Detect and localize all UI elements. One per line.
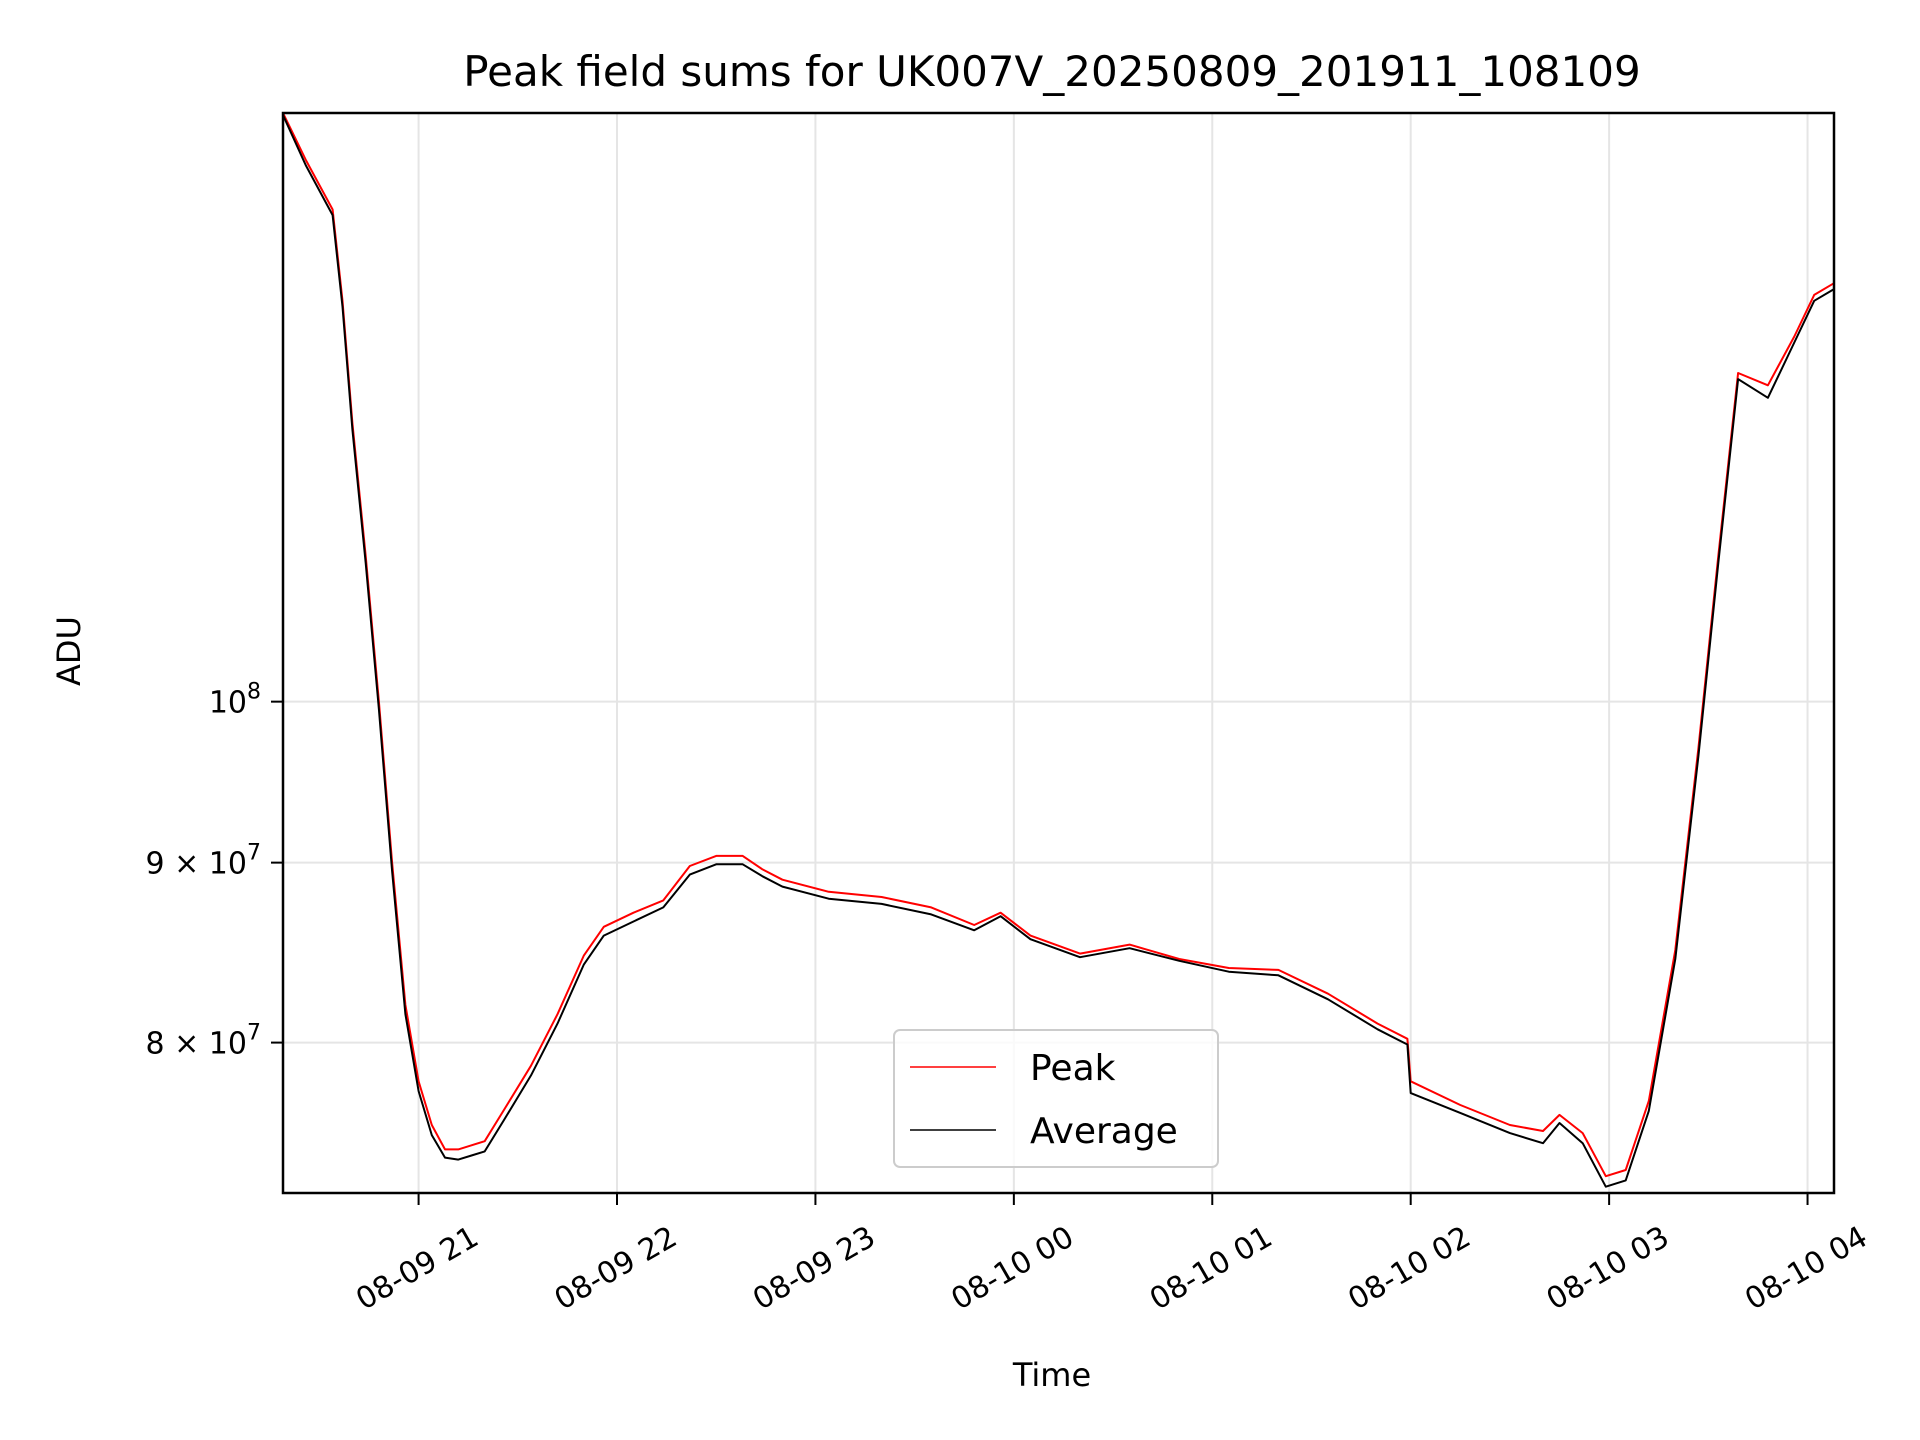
y-axis-label: ADU <box>50 616 88 686</box>
y-axis: 8 × 107 9 × 107 108 <box>146 680 283 1062</box>
series-line-average <box>282 114 1835 1188</box>
plot-frame <box>281 111 1836 1195</box>
y-tick-label: 108 <box>209 680 261 721</box>
chart-title: Peak field sums for UK007V_20250809_2019… <box>463 47 1640 96</box>
series-line-peak <box>282 112 1835 1178</box>
legend: Peak Average <box>893 1029 1219 1168</box>
legend-label-peak: Peak <box>1030 1048 1116 1089</box>
y-tick-label: 9 × 107 <box>146 841 261 882</box>
y-tick-label: 8 × 107 <box>146 1021 261 1062</box>
legend-label-average: Average <box>1030 1111 1178 1152</box>
series-layer <box>282 112 1835 1188</box>
legend-box <box>893 1029 1219 1168</box>
x-axis-label: Time <box>1012 1356 1091 1394</box>
